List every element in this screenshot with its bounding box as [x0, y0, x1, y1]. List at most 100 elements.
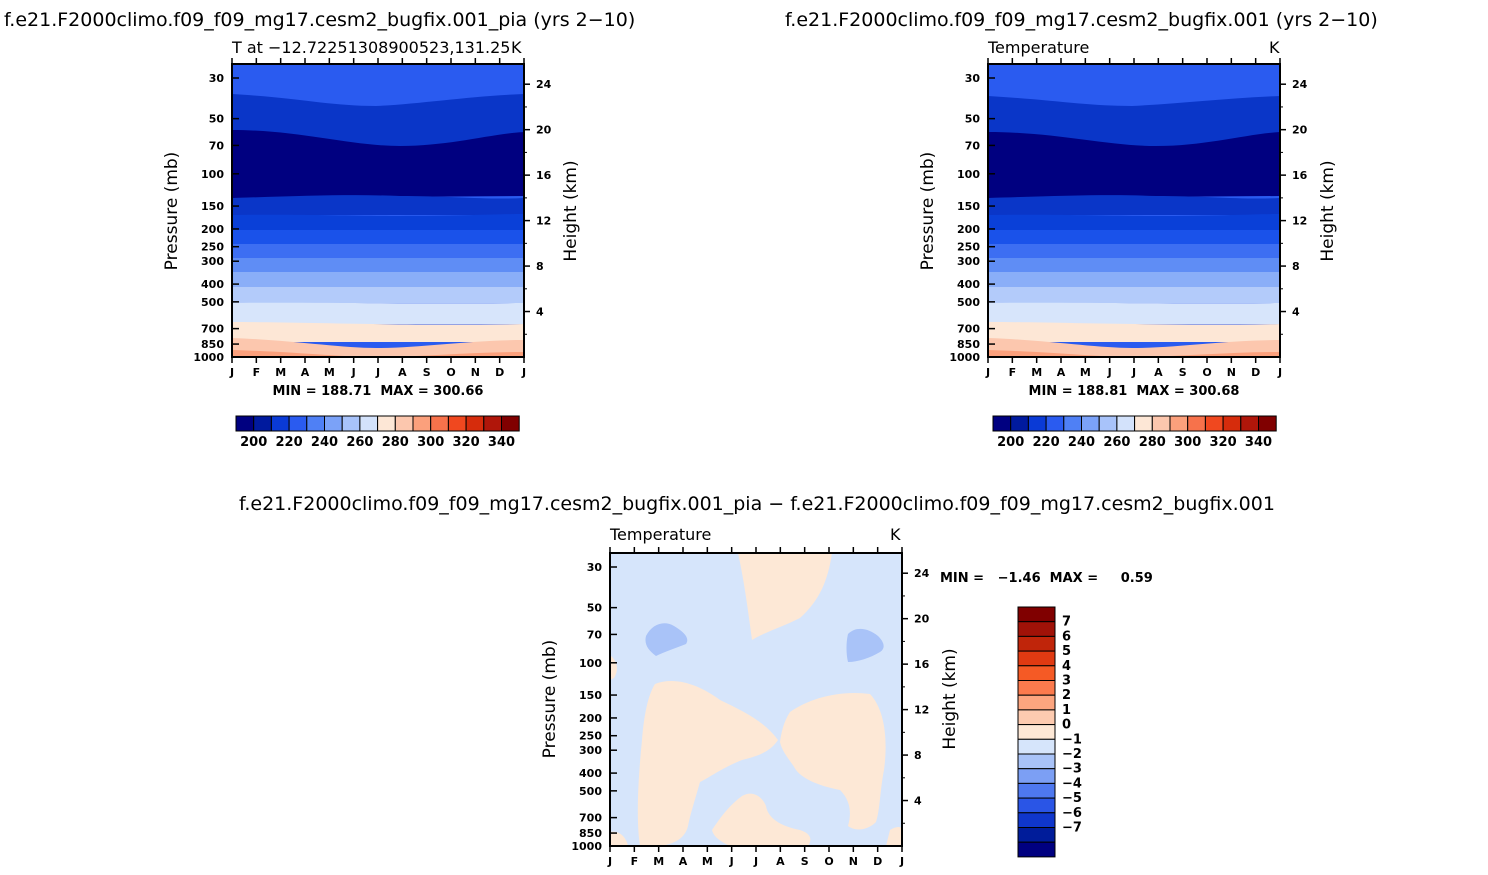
colorbar-swatch	[1063, 415, 1083, 432]
panel-1-band	[232, 244, 524, 258]
colorbar-label: −7	[1062, 821, 1082, 836]
panel-1-band	[232, 94, 524, 148]
month-tick-label: J	[229, 366, 234, 379]
pressure-tick-label: 700	[957, 323, 980, 336]
colorbar-swatch	[1017, 694, 1056, 711]
panel-1-band	[232, 338, 524, 357]
panel-1-stats: MIN = 188.71 MAX = 300.66	[273, 384, 484, 399]
colorbar-label: 2	[1062, 688, 1071, 703]
colorbar-swatch	[1204, 415, 1224, 432]
panel-2-band	[988, 350, 1280, 357]
colorbar-label: 260	[346, 435, 373, 450]
height-tick-label: 12	[536, 215, 551, 228]
colorbar-label: −5	[1062, 791, 1082, 806]
colorbar-swatch	[1151, 415, 1171, 432]
pressure-tick-label: 150	[957, 200, 980, 213]
colorbar-swatch	[430, 415, 449, 432]
month-tick-label: J	[1277, 366, 1282, 379]
panel-2-band	[988, 338, 1280, 357]
colorbar-swatch	[1017, 606, 1056, 623]
panel-2-plot-area	[987, 63, 1281, 358]
colorbar-label: −3	[1062, 762, 1082, 777]
panel-2-band	[988, 96, 1280, 148]
pressure-tick-label: 500	[579, 785, 602, 798]
pressure-tick-label: 100	[957, 168, 980, 181]
pressure-tick-label: 250	[579, 730, 602, 743]
colorbar-label: 3	[1062, 674, 1071, 689]
panel-2-ylabel: Pressure (mb)	[918, 152, 938, 271]
colorbar-swatch	[341, 415, 361, 432]
pressure-tick-label: 850	[957, 338, 980, 351]
month-tick-label: F	[1009, 366, 1017, 379]
colorbar-swatch	[235, 415, 255, 432]
colorbar-swatch	[1240, 415, 1260, 432]
month-tick-label: M	[275, 366, 286, 379]
colorbar-label: 4	[1062, 659, 1071, 674]
height-tick-label: 20	[914, 613, 930, 626]
colorbar-swatch	[1045, 415, 1065, 432]
pressure-tick-label: 300	[579, 744, 602, 757]
month-tick-label: N	[849, 855, 858, 868]
colorbar-swatch	[501, 415, 520, 432]
colorbar-swatch	[1017, 621, 1056, 637]
colorbar-label: 1	[1062, 703, 1071, 718]
panel-2-band	[988, 287, 1280, 303]
colorbar-label: −4	[1062, 776, 1082, 791]
height-tick-label: 12	[914, 704, 929, 717]
colorbar-label: −1	[1062, 732, 1082, 747]
pressure-tick-label: 1000	[193, 351, 224, 364]
panel-2-band	[988, 132, 1280, 198]
month-tick-label: A	[301, 366, 310, 379]
panel-2-band	[988, 230, 1280, 244]
panel-1-band	[232, 350, 524, 357]
panel-1: f.e21.F2000climo.f09_f09_mg17.cesm2_bugf…	[4, 9, 635, 450]
colorbar-swatch	[412, 415, 432, 432]
month-tick-label: D	[495, 366, 504, 379]
panel-3-region-positive	[886, 827, 902, 846]
colorbar-swatch	[1017, 753, 1056, 770]
colorbar-swatch	[1017, 665, 1056, 681]
height-tick-label: 4	[914, 795, 922, 808]
month-tick-label: N	[1227, 366, 1236, 379]
colorbar-swatch	[447, 415, 467, 432]
height-tick-label: 20	[1292, 124, 1308, 137]
pressure-tick-label: 100	[201, 168, 224, 181]
colorbar-swatch	[1017, 738, 1056, 755]
month-tick-label: F	[253, 366, 261, 379]
month-tick-label: A	[776, 855, 785, 868]
colorbar-label: 220	[1033, 435, 1060, 450]
pressure-tick-label: 300	[957, 255, 980, 268]
colorbar-swatch	[1134, 415, 1153, 432]
month-tick-label: J	[729, 855, 734, 868]
month-tick-label: M	[324, 366, 335, 379]
panel-3-ylabel: Pressure (mb)	[540, 640, 560, 759]
pressure-tick-label: 50	[587, 602, 603, 615]
panel-3-region-positive	[610, 655, 617, 680]
month-tick-label: J	[1107, 366, 1112, 379]
panel-3-subtitle-right: K	[890, 525, 901, 544]
panel-2-colorbar: 200 220 240 260 280 300 320 340	[992, 415, 1277, 450]
colorbar-label: 300	[417, 435, 444, 450]
month-tick-label: J	[607, 855, 612, 868]
panel-2-band	[988, 214, 1280, 230]
panel-1-band	[232, 230, 524, 244]
height-tick-label: 24	[1292, 78, 1308, 91]
month-tick-label: M	[1031, 366, 1042, 379]
panel-2-band	[988, 302, 1280, 324]
panel-2-band	[988, 258, 1280, 272]
pressure-tick-label: 70	[209, 139, 225, 152]
colorbar-swatch	[288, 415, 308, 432]
month-tick-label: S	[801, 855, 809, 868]
colorbar-swatch	[1017, 827, 1056, 843]
height-tick-label: 8	[536, 260, 544, 273]
month-tick-label: J	[351, 366, 356, 379]
panel-2-ylabel-right: Height (km)	[1318, 160, 1338, 261]
pressure-tick-label: 1000	[949, 351, 980, 364]
panel-3-region-cool	[645, 623, 688, 656]
height-tick-label: 16	[914, 658, 930, 671]
colorbar-swatch	[1017, 680, 1056, 696]
pressure-tick-label: 300	[201, 255, 224, 268]
colorbar-swatch	[1017, 812, 1056, 828]
panel-3-region-positive	[780, 692, 886, 830]
